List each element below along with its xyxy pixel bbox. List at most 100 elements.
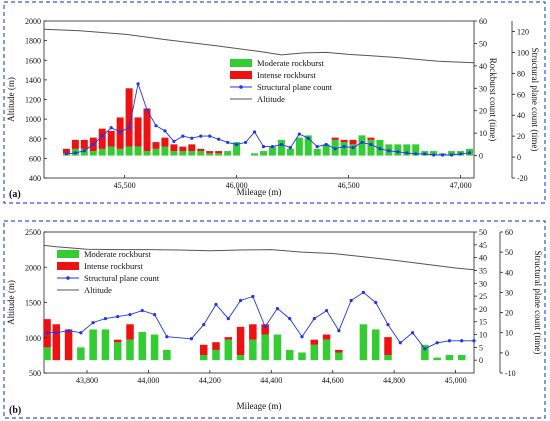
y-outer-tick-label: 80 xyxy=(517,69,525,78)
structural-plane-point xyxy=(306,136,310,140)
legend: Moderate rockburst Intense rockburst Struc… xyxy=(57,249,160,295)
y-inner-tick-label: 50 xyxy=(479,228,487,237)
y-left-tick-label: 1600 xyxy=(25,56,41,65)
structural-plane-point xyxy=(109,126,113,130)
moderate-rockburst-bar xyxy=(197,151,205,156)
y-left-tick-label: 2000 xyxy=(25,263,41,272)
moderate-rockburst-bar xyxy=(285,349,294,361)
structural-plane-point xyxy=(91,142,95,147)
y-inner-tick-label: 60 xyxy=(479,17,487,26)
moderate-rockburst-bar xyxy=(150,334,159,361)
structural-plane-point xyxy=(460,339,464,343)
y-left-tick-label: 1500 xyxy=(25,299,41,308)
x-tick-label: 44,800 xyxy=(383,376,405,385)
y-left-tick-label: 600 xyxy=(29,154,41,163)
moderate-rockburst-bar xyxy=(77,347,85,361)
altitude-line xyxy=(43,244,475,271)
structural-plane-point xyxy=(450,153,454,157)
y-outer-tick-label: 100 xyxy=(517,48,529,57)
y-inner-tick-label: 50 xyxy=(479,39,487,48)
moderate-rockburst-bar xyxy=(295,137,303,156)
y-left-axis-label: Altitude (m) xyxy=(6,77,16,122)
moderate-rockburst-bar xyxy=(261,334,269,361)
legend-swatch-moderate xyxy=(230,59,252,67)
moderate-rockburst-bar xyxy=(224,151,232,156)
structural-plane-point xyxy=(472,339,476,343)
structural-plane-point xyxy=(349,298,353,303)
legend-label: Structural plane count xyxy=(257,82,333,92)
y-left-tick-label: 1200 xyxy=(25,96,41,105)
y-left-tick-label: 2500 xyxy=(25,228,41,237)
structural-plane-point xyxy=(423,347,427,351)
structural-plane-point xyxy=(387,149,391,153)
moderate-rockburst-bar xyxy=(224,339,233,361)
moderate-rockburst-bar xyxy=(43,347,51,361)
structural-plane-point xyxy=(66,329,71,333)
intense-rockburst-bar xyxy=(340,139,348,143)
y-outer-tick-label: 120 xyxy=(517,27,529,36)
legend-label: Altitude xyxy=(84,285,112,295)
y-inner-tick-label: 20 xyxy=(479,107,487,116)
structural-plane-point xyxy=(208,134,212,138)
intense-rockburst-bar xyxy=(126,324,134,340)
structural-plane-point xyxy=(140,308,144,313)
structural-plane-point xyxy=(243,140,248,145)
intense-rockburst-bar xyxy=(188,144,196,152)
structural-plane-point xyxy=(458,152,463,156)
structural-plane-point xyxy=(297,132,301,136)
structural-plane-point xyxy=(432,153,436,157)
y-outer-tick-label: -10 xyxy=(505,369,516,378)
intense-rockburst-bar xyxy=(310,339,319,345)
structural-plane-point xyxy=(165,335,169,339)
x-tick-label: 45,000 xyxy=(445,376,467,385)
structural-plane-point xyxy=(181,134,185,138)
moderate-rockburst-bar xyxy=(457,355,466,361)
structural-plane-point xyxy=(54,331,58,335)
moderate-rockburst-bar xyxy=(394,144,402,156)
legend-marker-structural xyxy=(239,85,243,89)
legend-swatch-moderate xyxy=(57,250,79,258)
y-outer-tick-label: 40 xyxy=(505,268,513,277)
structural-plane-point xyxy=(435,341,439,345)
intense-rockburst-bar xyxy=(236,326,245,356)
x-tick-label: 43,800 xyxy=(76,376,98,385)
y-inner-tick-label: 15 xyxy=(479,318,487,327)
y-inner-tick-label: 30 xyxy=(479,279,487,288)
structural-plane-point xyxy=(127,126,131,130)
y-inner-tick-label: 25 xyxy=(479,292,487,301)
chart-panel-a: 45,500 46,000 46,500 47,0004006008001000120… xyxy=(3,1,546,204)
structural-plane-line xyxy=(47,291,474,350)
structural-plane-point xyxy=(82,149,86,153)
y-inner-tick-label: 30 xyxy=(479,84,487,93)
intense-rockburst-bar xyxy=(322,334,331,340)
moderate-rockburst-bar xyxy=(384,355,392,361)
structural-plane-point xyxy=(214,302,218,307)
moderate-rockburst-bar xyxy=(322,339,331,361)
y-outer-tick-label: 20 xyxy=(505,309,513,318)
intense-rockburst-bar xyxy=(107,130,115,147)
moderate-rockburst-bar xyxy=(152,148,160,156)
intense-rockburst-bar xyxy=(331,137,339,140)
moderate-rockburst-bar xyxy=(89,329,97,361)
moderate-rockburst-bar xyxy=(430,151,438,156)
y-inner-tick-label: 10 xyxy=(479,129,487,138)
moderate-rockburst-bar xyxy=(215,153,223,156)
moderate-rockburst-bar xyxy=(212,349,220,361)
structural-plane-point xyxy=(154,124,158,128)
y-inner-tick-label: 0 xyxy=(479,152,483,161)
structural-plane-point xyxy=(351,146,355,150)
moderate-rockburst-bar xyxy=(170,151,178,156)
structural-plane-point xyxy=(103,317,108,321)
x-tick-label: 44,000 xyxy=(137,376,159,385)
structural-plane-point xyxy=(337,329,341,333)
moderate-rockburst-bar xyxy=(134,146,142,156)
moderate-rockburst-bar xyxy=(304,135,312,156)
moderate-rockburst-bar xyxy=(313,148,321,156)
moderate-rockburst-bar xyxy=(322,144,330,156)
x-tick-label: 44,200 xyxy=(199,376,221,385)
y-inner-axis-label: Rockburst count (time) xyxy=(488,58,498,141)
moderate-rockburst-bar xyxy=(113,342,122,361)
y-inner-tick-label: 5 xyxy=(479,343,483,352)
structural-plane-point xyxy=(423,152,427,156)
structural-plane-point xyxy=(152,312,157,317)
